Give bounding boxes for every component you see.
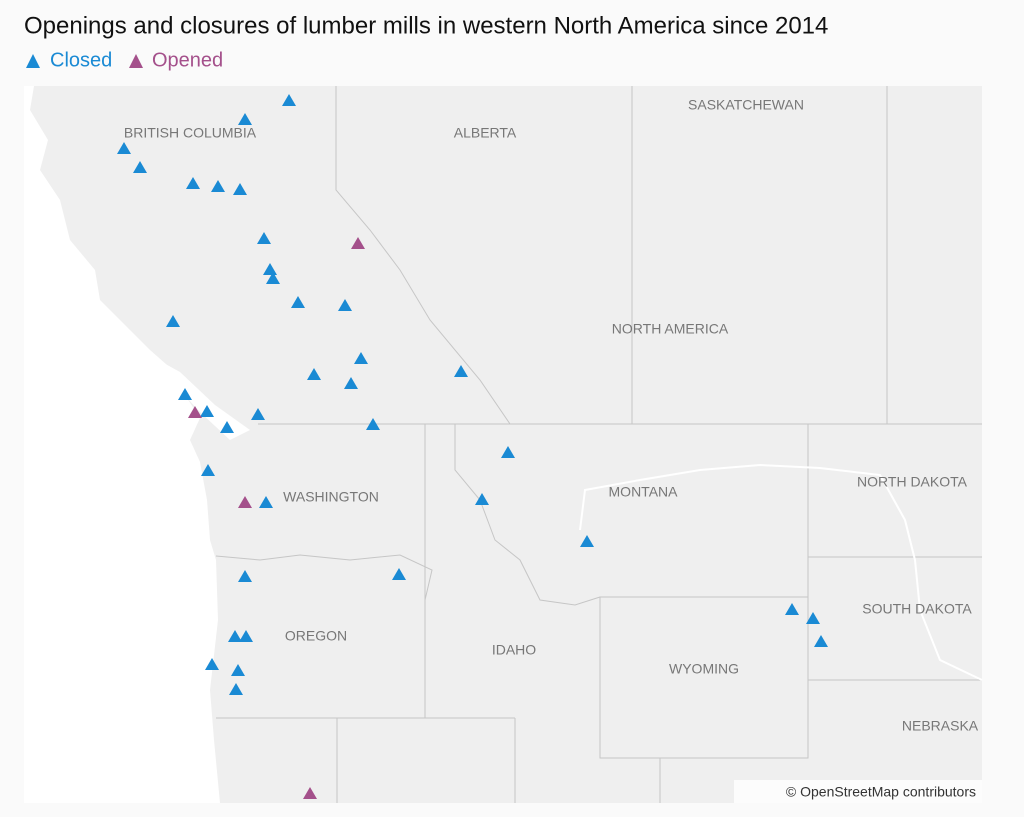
markers <box>117 94 828 799</box>
closed-mill-marker <box>133 161 147 173</box>
place-label: MONTANA <box>609 484 679 500</box>
legend-swatch <box>26 54 40 68</box>
closed-mill-marker <box>200 405 214 417</box>
place-label: WYOMING <box>669 661 739 677</box>
closed-mill-marker <box>238 570 252 582</box>
map-area: SASKATCHEWAN BRITISH COLUMBIA ALBERTA NO… <box>24 86 983 803</box>
place-label: IDAHO <box>492 642 536 658</box>
closed-mill-marker <box>257 232 271 244</box>
closed-mill-marker <box>263 263 277 275</box>
closed-mill-marker <box>475 493 489 505</box>
closed-mill-marker <box>228 630 242 642</box>
closed-mill-marker <box>233 183 247 195</box>
ocean <box>24 86 220 803</box>
closed-mill-marker <box>338 299 352 311</box>
opened-mill-marker <box>238 496 252 508</box>
closed-mill-marker <box>291 296 305 308</box>
place-label: BRITISH COLUMBIA <box>124 125 257 141</box>
closed-mill-marker <box>392 568 406 580</box>
closed-mill-marker <box>251 408 265 420</box>
closed-mill-marker <box>220 421 234 433</box>
closed-mill-marker <box>814 635 828 647</box>
closed-mill-marker <box>282 94 296 106</box>
closed-mill-marker <box>307 368 321 380</box>
closed-mill-marker <box>354 352 368 364</box>
opened-mill-marker <box>303 787 317 799</box>
place-label: NORTH DAKOTA <box>857 474 968 490</box>
closed-mill-marker <box>166 315 180 327</box>
legend-label: Closed <box>50 49 112 71</box>
closed-mill-marker <box>201 464 215 476</box>
legend-label: Opened <box>152 49 223 71</box>
closed-mill-marker <box>239 630 253 642</box>
closed-mill-marker <box>344 377 358 389</box>
place-label: SOUTH DAKOTA <box>862 601 972 617</box>
closed-mill-marker <box>238 113 252 125</box>
closed-mill-marker <box>186 177 200 189</box>
closed-mill-marker <box>785 603 799 615</box>
closed-mill-marker <box>229 683 243 695</box>
attribution: © OpenStreetMap contributors <box>786 784 976 800</box>
place-label: NORTH AMERICA <box>612 321 729 337</box>
place-label: ALBERTA <box>454 125 517 141</box>
place-label: WASHINGTON <box>283 489 379 505</box>
place-label: NEBRASKA <box>902 718 979 734</box>
closed-mill-marker <box>117 142 131 154</box>
closed-mill-marker <box>259 496 273 508</box>
place-label: OREGON <box>285 628 347 644</box>
closed-mill-marker <box>366 418 380 430</box>
legend-swatch <box>129 54 143 68</box>
closed-mill-marker <box>205 658 219 670</box>
closed-mill-marker <box>454 365 468 377</box>
closed-mill-marker <box>580 535 594 547</box>
closed-mill-marker <box>178 388 192 400</box>
borders <box>215 86 983 803</box>
title: Openings and closures of lumber mills in… <box>24 12 828 39</box>
closed-mill-marker <box>501 446 515 458</box>
closed-mill-marker <box>231 664 245 676</box>
opened-mill-marker <box>188 406 202 418</box>
opened-mill-marker <box>351 237 365 249</box>
place-label: SASKATCHEWAN <box>688 97 804 113</box>
closed-mill-marker <box>266 272 280 284</box>
closed-mill-marker <box>211 180 225 192</box>
closed-mill-marker <box>806 612 820 624</box>
attribution-bg <box>734 780 982 803</box>
